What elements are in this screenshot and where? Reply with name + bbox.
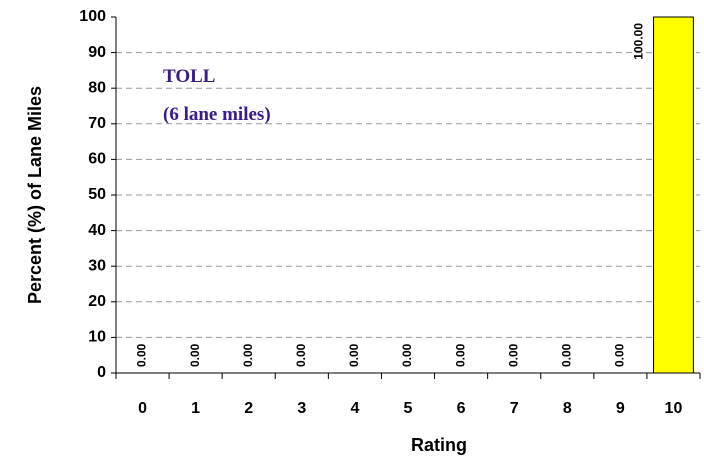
- y-tick-label: 90: [88, 44, 106, 61]
- value-label: 0.00: [453, 343, 467, 367]
- x-tick-label: 3: [297, 400, 306, 417]
- x-tick-label: 0: [138, 400, 147, 417]
- x-tick-label: 1: [191, 400, 200, 417]
- value-label: 0.00: [506, 343, 520, 367]
- y-axis-label: Percent (%) of Lane Miles: [25, 86, 45, 304]
- y-tick-label: 70: [88, 115, 106, 132]
- x-tick-label: 6: [457, 400, 466, 417]
- value-label: 0.00: [559, 343, 573, 367]
- y-tick-label: 40: [88, 222, 106, 239]
- x-tick-label: 2: [244, 400, 253, 417]
- y-tick-label: 20: [88, 293, 106, 310]
- value-label: 0.00: [135, 343, 149, 367]
- value-label: 0.00: [613, 343, 627, 367]
- y-tick-label: 0: [97, 364, 106, 381]
- y-tick-label: 80: [88, 79, 106, 96]
- x-tick-label: 9: [616, 400, 625, 417]
- x-tick-label: 7: [510, 400, 519, 417]
- x-tick-label: 5: [404, 400, 413, 417]
- value-label: 0.00: [188, 343, 202, 367]
- y-tick-label: 30: [88, 257, 106, 274]
- x-tick-label: 8: [563, 400, 572, 417]
- value-label: 0.00: [294, 343, 308, 367]
- value-label: 0.00: [241, 343, 255, 367]
- annotation: (6 lane miles): [163, 104, 271, 125]
- x-tick-label: 4: [350, 400, 359, 417]
- bar: [653, 16, 694, 374]
- value-label: 0.00: [400, 343, 414, 367]
- annotation: TOLL: [163, 66, 215, 87]
- x-tick-label: 10: [665, 400, 683, 417]
- y-tick-label: 60: [88, 151, 106, 168]
- value-label: 100.00: [632, 23, 646, 60]
- y-tick-label: 10: [88, 329, 106, 346]
- x-axis-label: Rating: [411, 435, 467, 455]
- value-label: 0.00: [347, 343, 361, 367]
- y-tick-label: 100: [79, 8, 106, 25]
- y-tick-label: 50: [88, 186, 106, 203]
